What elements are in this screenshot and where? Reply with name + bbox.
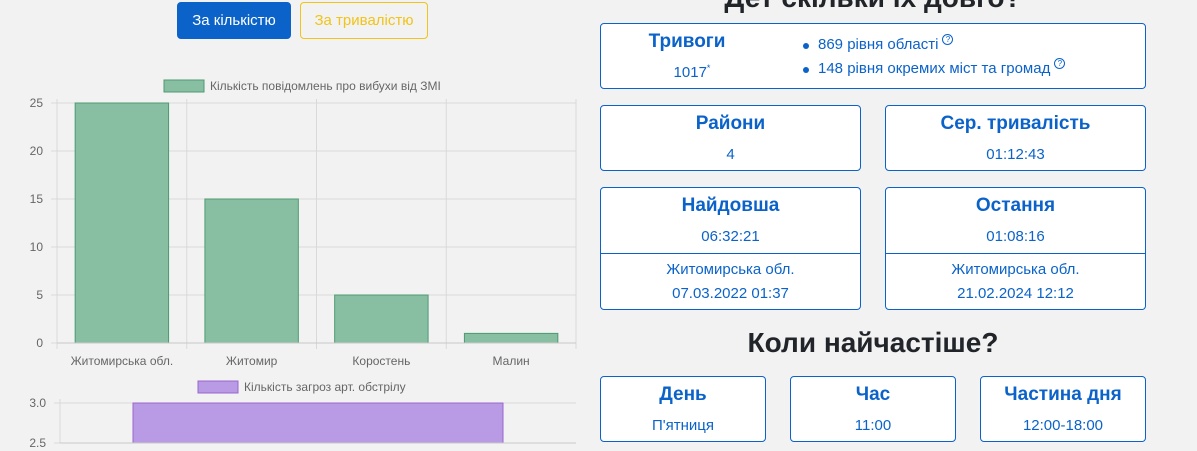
alarms-value: 1017* [601, 63, 783, 81]
last-card: Остання 01:08:16 Житомирська обл. 21.02.… [885, 187, 1146, 310]
x-tick-label: Житомир [226, 354, 278, 368]
alarms-oblast-level: 869 рівня області [818, 36, 939, 53]
legend-swatch [197, 380, 239, 394]
explosions-bar-chart: Кількість повідомлень про вибухи від ЗМІ… [30, 79, 577, 368]
legend-label: Кількість повідомлень про вибухи від ЗМІ [210, 79, 441, 93]
question-circle-icon[interactable]: ? [942, 34, 954, 45]
hour-value: 11:00 [854, 417, 892, 434]
longest-date: 07.03.2022 01:37 [672, 285, 789, 302]
day-part-card: Частина дня 12:00-18:00 [980, 376, 1146, 442]
question-circle-icon[interactable]: ? [1054, 58, 1066, 69]
by-duration-button[interactable]: За тривалістю [300, 2, 428, 39]
y-tick-label: 2.5 [29, 436, 46, 450]
districts-title: Райони [695, 113, 766, 134]
list-item: 869 рівня області? [801, 33, 1065, 57]
districts-value: 4 [726, 146, 735, 163]
bar [132, 402, 504, 444]
artillery-bar-chart: Кількість загроз арт. обстрілу 2.5 3.0 [29, 380, 576, 450]
x-tick-label: Малин [493, 354, 530, 368]
hour-title: Час [855, 384, 891, 405]
day-card: День П'ятниця [600, 376, 766, 442]
by-count-button[interactable]: За кількістю [177, 2, 291, 39]
y-tick-label: 10 [30, 240, 44, 254]
x-tick-label: Житомирська обл. [71, 354, 174, 368]
longest-title: Найдовша [681, 195, 780, 216]
avg-duration-value: 01:12:43 [986, 146, 1045, 163]
bar [334, 294, 429, 344]
avg-duration-card: Сер. тривалість 01:12:43 [885, 105, 1146, 171]
day-part-title: Частина дня [1004, 384, 1122, 405]
y-tick-label: 0 [36, 336, 43, 350]
bar [463, 332, 559, 344]
legend-swatch [163, 79, 205, 93]
alarms-city-level: 148 рівня окремих міст та громад [818, 60, 1051, 77]
avg-duration-title: Сер. тривалість [940, 113, 1091, 134]
bar [204, 198, 299, 344]
y-tick-label: 3.0 [29, 396, 46, 410]
list-item: 148 рівня окремих міст та громад? [801, 57, 1066, 81]
alarms-count: 1017 [673, 64, 707, 81]
y-tick-label: 25 [30, 96, 44, 110]
frequency-heading: Коли найчастіше? [747, 327, 999, 358]
districts-card: Райони 4 [600, 105, 861, 171]
day-value: П'ятниця [651, 417, 714, 434]
y-tick-label: 20 [30, 144, 44, 158]
longest-card: Найдовша 06:32:21 Житомирська обл. 07.03… [600, 187, 861, 310]
last-region: Житомирська обл. [951, 261, 1080, 278]
longest-value: 06:32:21 [701, 228, 760, 245]
day-title: День [659, 384, 707, 405]
bar [74, 102, 170, 344]
x-tick-label: Коростень [352, 354, 410, 368]
alarms-title: Тривоги [648, 31, 726, 52]
alarms-card: Тривоги 1017* 869 рівня області? 148 рів… [600, 23, 1146, 89]
divider [886, 253, 1145, 254]
y-tick-label: 15 [30, 192, 44, 206]
divider [601, 253, 860, 254]
alarms-breakdown-list: 869 рівня області? 148 рівня окремих міс… [801, 33, 1066, 81]
y-tick-label: 5 [36, 288, 43, 302]
hour-card: Час 11:00 [790, 376, 956, 442]
last-title: Остання [975, 195, 1056, 216]
longest-region: Житомирська обл. [666, 261, 795, 278]
stats-heading: Дет скільки їх довго? [600, 0, 1146, 14]
last-date: 21.02.2024 12:12 [957, 285, 1074, 302]
last-value: 01:08:16 [986, 228, 1045, 245]
footnote-mark: * [706, 63, 711, 73]
day-part-value: 12:00-18:00 [1022, 417, 1104, 434]
legend-label: Кількість загроз арт. обстрілу [244, 380, 406, 394]
